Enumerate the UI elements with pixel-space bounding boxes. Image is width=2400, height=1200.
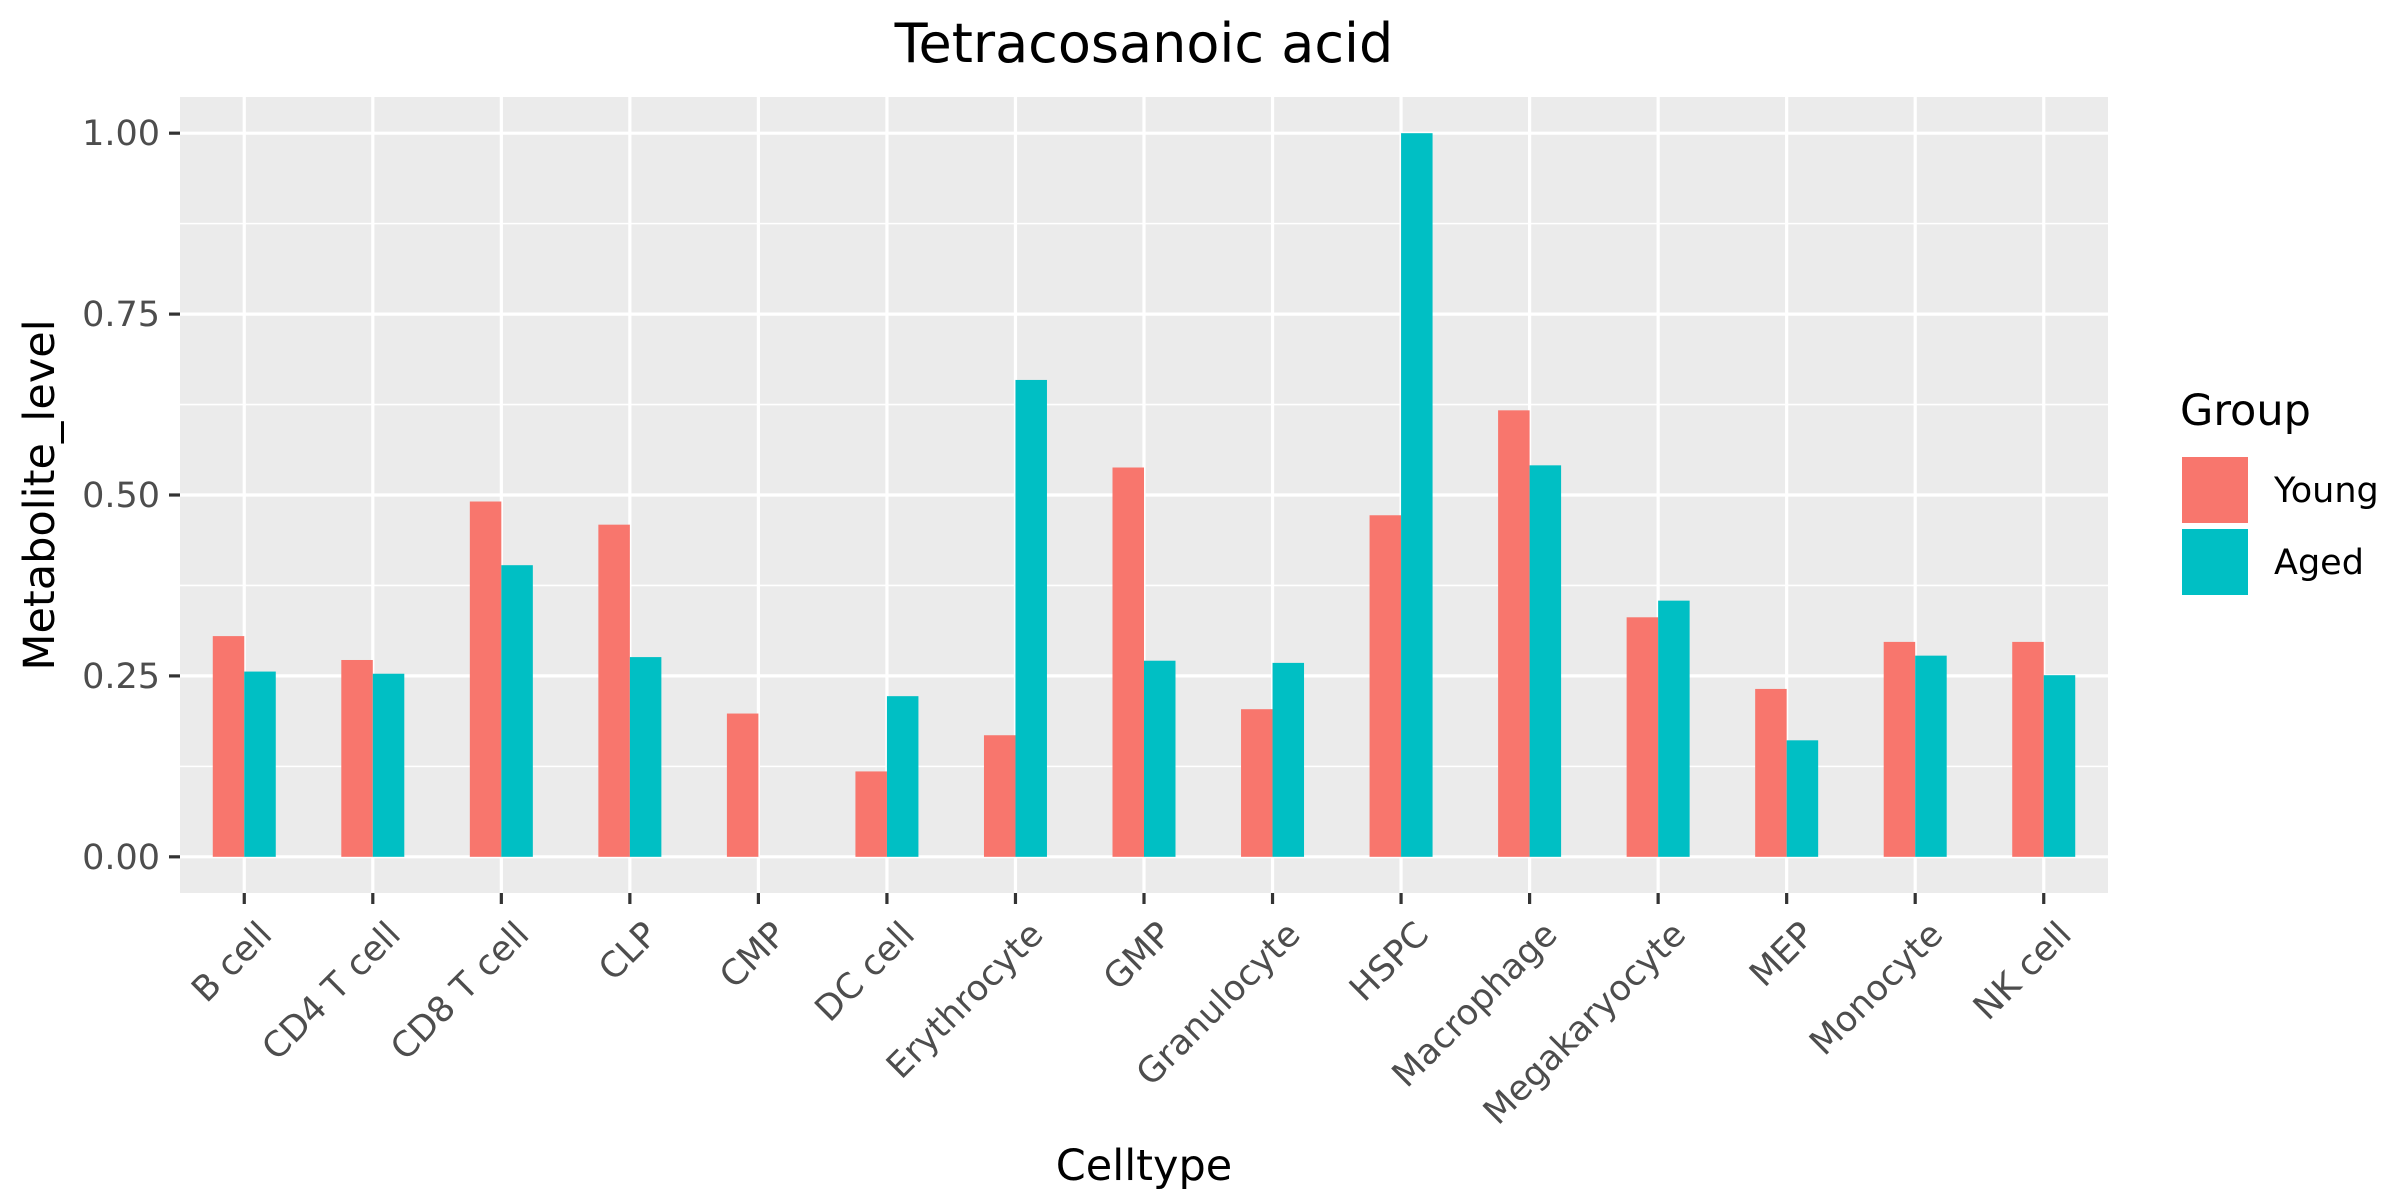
x-tick-label: CLP — [591, 915, 665, 989]
x-tick-label: CD8 T cell — [383, 915, 537, 1069]
bar-young-monocyte — [1883, 641, 1916, 857]
bar-young-clp — [598, 524, 630, 857]
bar-aged-nk-cell — [2043, 675, 2076, 857]
x-tick-label: CMP — [712, 915, 794, 997]
y-axis-title: Metabolite_level — [15, 319, 65, 670]
bar-young-dc-cell — [855, 771, 887, 857]
bar-aged-b-cell — [244, 671, 276, 857]
legend: Group Young Aged — [2180, 386, 2379, 595]
bar-aged-clp — [629, 657, 662, 857]
legend-key-aged — [2182, 529, 2248, 595]
x-tick-label: B cell — [184, 915, 280, 1011]
bar-aged-hspc — [1401, 133, 1433, 857]
legend-key-young — [2182, 457, 2248, 523]
bar-aged-megakaryocyte — [1658, 600, 1690, 857]
bar-young-b-cell — [212, 636, 245, 857]
bar-aged-macrophage — [1529, 465, 1562, 857]
chart-title: Tetracosanoic acid — [894, 12, 1394, 75]
y-axis: 0.00 0.25 0.50 0.75 1.00 — [82, 114, 180, 878]
bar-aged-dc-cell — [886, 696, 919, 857]
bar-young-macrophage — [1498, 410, 1530, 857]
y-tick-label: 1.00 — [82, 114, 160, 154]
bar-aged-cd4-t-cell — [372, 673, 405, 857]
bars-layer — [212, 133, 2076, 857]
bar-aged-cd8-t-cell — [501, 565, 533, 857]
bar-young-nk-cell — [2012, 641, 2044, 857]
x-tick-label: HSPC — [1342, 915, 1437, 1010]
bar-aged-gmp — [1144, 660, 1176, 857]
y-tick-label: 0.25 — [82, 657, 160, 697]
bar-aged-granulocyte — [1272, 662, 1305, 857]
bar-young-cd4-t-cell — [341, 659, 373, 857]
legend-items: Young Aged — [2182, 457, 2379, 595]
x-tick-label: MEP — [1742, 915, 1822, 995]
bar-young-granulocyte — [1241, 709, 1273, 857]
legend-label-aged: Aged — [2274, 543, 2364, 583]
legend-label-young: Young — [2273, 471, 2379, 511]
bar-young-hspc — [1369, 515, 1402, 857]
bar-young-gmp — [1112, 467, 1144, 857]
y-tick-label: 0.50 — [82, 476, 160, 516]
x-tick-label: NK cell — [1966, 915, 2079, 1028]
legend-title: Group — [2180, 386, 2311, 436]
bar-aged-monocyte — [1915, 655, 1947, 857]
bar-young-megakaryocyte — [1626, 617, 1659, 857]
x-tick-label: DC cell — [808, 915, 923, 1030]
bar-aged-erythrocyte — [1015, 379, 1047, 857]
bar-young-erythrocyte — [983, 735, 1016, 857]
y-tick-label: 0.00 — [82, 838, 160, 878]
bar-young-cmp — [726, 713, 759, 857]
y-tick-label: 0.75 — [82, 295, 160, 335]
x-axis-title: Celltype — [1056, 1141, 1232, 1191]
x-tick-label: CD4 T cell — [255, 915, 409, 1069]
x-tick-label: Monocyte — [1802, 915, 1951, 1064]
bar-young-mep — [1755, 688, 1787, 857]
bar-aged-mep — [1786, 740, 1819, 857]
x-tick-label: GMP — [1096, 915, 1180, 999]
bar-young-cd8-t-cell — [469, 501, 502, 857]
